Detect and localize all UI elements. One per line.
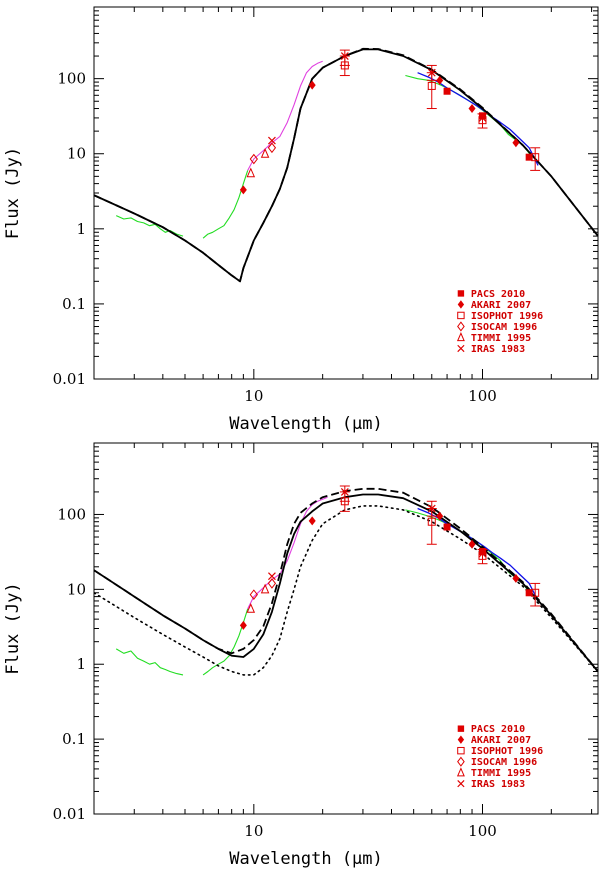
y-tick-label: 0.1 xyxy=(62,730,86,748)
plot-area xyxy=(94,485,598,676)
legend-marker xyxy=(457,735,465,744)
data-point xyxy=(308,516,316,526)
y-axis-title: Flux (Jy) xyxy=(3,582,23,674)
data-point xyxy=(436,75,444,85)
series-spectrum-magenta xyxy=(247,60,323,171)
x-axis-title: Wavelength (μm) xyxy=(229,414,383,434)
data-point xyxy=(512,573,520,583)
legend-label: PACS 2010 xyxy=(471,289,525,300)
data-point xyxy=(525,589,533,597)
data-point xyxy=(246,603,256,613)
series-spectrum-green-long xyxy=(405,509,533,597)
series-model-dashed xyxy=(94,487,598,673)
legend-label: IRAS 1983 xyxy=(471,344,525,355)
data-point xyxy=(340,52,349,60)
legend-label: AKARI 2007 xyxy=(471,735,531,746)
data-point xyxy=(443,523,451,531)
panel-bottom: 10 100 0.01 0.1 1 10 100 Wavelength (μm) Flux (J… xyxy=(3,442,599,869)
data-point xyxy=(267,578,277,589)
data-point xyxy=(246,167,256,178)
y-tick-label: 1 xyxy=(76,655,86,673)
y-tick-label: 0.01 xyxy=(53,805,86,823)
x-tick-label: 100 xyxy=(468,822,497,840)
data-point xyxy=(468,539,476,549)
data-point xyxy=(267,142,277,154)
data-point xyxy=(512,138,520,148)
data-point xyxy=(531,153,540,162)
data-point xyxy=(268,572,276,581)
series-spectrum-green-short xyxy=(115,648,184,676)
data-point xyxy=(239,185,247,195)
data-point xyxy=(239,620,247,630)
y-tick-label: 10 xyxy=(67,145,86,163)
data-point xyxy=(260,583,270,594)
data-point xyxy=(260,147,270,158)
data-point xyxy=(427,517,436,526)
data-point xyxy=(531,588,540,597)
legend-label: AKARI 2007 xyxy=(471,300,531,311)
y-tick-label: 100 xyxy=(57,70,86,88)
series-spectrum-green-mid xyxy=(202,608,249,676)
legend-label: TIMMI 1995 xyxy=(471,333,531,344)
legend-marker xyxy=(457,725,465,732)
data-point xyxy=(478,551,487,560)
legend-label: PACS 2010 xyxy=(471,724,525,735)
legend-marker xyxy=(457,300,465,309)
data-point xyxy=(436,511,444,521)
legend-label: IRAS 1983 xyxy=(471,779,525,790)
legend-label: ISOCAM 1996 xyxy=(471,322,537,333)
series-spectrum-green-long xyxy=(405,74,533,158)
series-model-dashed xyxy=(94,47,598,283)
x-tick-label: 100 xyxy=(468,387,497,405)
data-point xyxy=(478,549,487,558)
data-point xyxy=(308,80,316,90)
y-tick-label: 1 xyxy=(76,220,86,238)
data-point xyxy=(268,136,276,145)
data-point xyxy=(478,113,487,122)
legend-marker xyxy=(456,331,465,342)
legend-marker xyxy=(457,311,465,320)
x-axis-title: Wavelength (μm) xyxy=(229,849,383,869)
y-tick-label: 10 xyxy=(67,580,86,598)
data-point xyxy=(468,104,476,114)
series-model-solid xyxy=(94,48,598,283)
legend-marker xyxy=(457,321,465,332)
legend-marker xyxy=(456,767,465,777)
data-point xyxy=(525,153,533,161)
data-point xyxy=(478,116,487,125)
legend-label: TIMMI 1995 xyxy=(471,768,531,779)
legend-marker xyxy=(457,290,465,297)
series-spectrum-green-mid xyxy=(202,170,249,239)
legend-marker xyxy=(457,780,465,788)
data-point xyxy=(427,81,436,90)
plot-area xyxy=(94,47,598,283)
y-tick-label: 0.1 xyxy=(62,295,86,313)
legend-label: ISOPHOT 1996 xyxy=(471,746,543,757)
legend-marker xyxy=(457,756,465,767)
x-tick-label: 10 xyxy=(244,822,263,840)
data-point xyxy=(249,589,258,600)
data-point xyxy=(443,87,451,95)
data-point xyxy=(340,487,349,496)
series-model-dotted xyxy=(94,505,598,676)
y-tick-label: 100 xyxy=(57,505,86,523)
data-point xyxy=(427,504,436,513)
legend-marker xyxy=(457,746,465,755)
panel-top: 10 100 0.01 0.1 1 10 100 Wavelength (μm) Flux (J… xyxy=(3,6,599,434)
legend-marker xyxy=(457,344,465,353)
y-tick-label: 0.01 xyxy=(53,370,86,388)
y-axis-title: Flux (Jy) xyxy=(3,147,23,239)
data-point xyxy=(249,153,258,165)
data-point xyxy=(427,68,436,77)
x-tick-label: 10 xyxy=(244,387,263,405)
legend-label: ISOCAM 1996 xyxy=(471,757,537,768)
series-spectrum-green-short xyxy=(115,215,184,237)
legend-label: ISOPHOT 1996 xyxy=(471,311,543,322)
